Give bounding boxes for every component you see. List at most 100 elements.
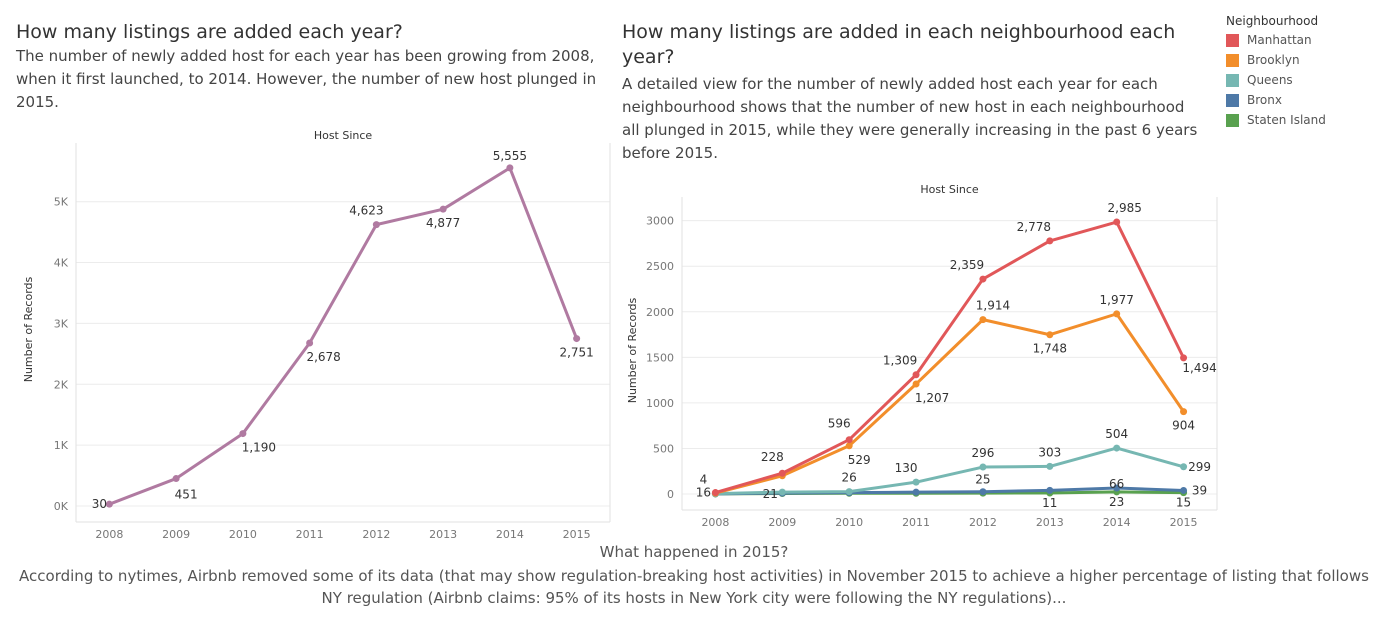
- x-tick-label: 2014: [1103, 516, 1131, 529]
- legend-label: Queens: [1247, 73, 1293, 87]
- data-point: [172, 475, 180, 483]
- y-axis-label: Number of Records: [626, 297, 639, 403]
- data-point: [845, 488, 853, 496]
- data-point: [778, 488, 786, 496]
- data-point: [573, 335, 581, 343]
- data-label: 451: [175, 488, 198, 502]
- x-tick-label: 2011: [296, 528, 324, 540]
- y-tick-label: 1000: [646, 397, 674, 410]
- x-tick-label: 2014: [496, 528, 524, 540]
- data-label: 1,494: [1182, 361, 1216, 375]
- data-label: 15: [1176, 496, 1191, 510]
- series-line: [715, 446, 1184, 496]
- x-tick-label: 2012: [969, 516, 997, 529]
- data-label: 2,678: [306, 350, 340, 364]
- data-label: 596: [828, 417, 851, 431]
- data-point: [979, 488, 987, 496]
- data-point: [506, 164, 514, 172]
- chart-title: Host Since: [314, 129, 373, 142]
- y-tick-label: 2K: [54, 378, 69, 391]
- legend-title: Neighbourhood: [1226, 14, 1319, 28]
- y-tick-label: 0K: [54, 500, 69, 513]
- data-label: 130: [895, 461, 918, 475]
- data-label: 2,751: [559, 346, 593, 360]
- legend-label: Manhattan: [1247, 33, 1312, 47]
- left-line-chart: Host Since 0K 1K 2K 3K 4K 5K 2008 2009 2010 2011 20…: [22, 129, 611, 540]
- series-line: [715, 220, 1185, 494]
- data-point: [979, 463, 987, 471]
- x-tick-label: 2010: [835, 516, 863, 529]
- series-line: [715, 312, 1185, 495]
- data-label: 2,985: [1108, 201, 1142, 215]
- data-label: 296: [971, 446, 994, 460]
- y-tick-label: 500: [653, 442, 674, 455]
- legend-item-staten-island[interactable]: Staten Island: [1226, 110, 1326, 130]
- data-label: 1,914: [976, 299, 1010, 313]
- data-point: [1046, 237, 1054, 245]
- x-tick-label: 2010: [229, 528, 257, 540]
- x-tick-label: 2011: [902, 516, 930, 529]
- data-label: 5,555: [493, 149, 527, 163]
- data-point: [1180, 408, 1188, 416]
- x-tick-label: 2013: [1036, 516, 1064, 529]
- data-label: 23: [1109, 495, 1124, 509]
- legend-item-queens[interactable]: Queens: [1226, 70, 1326, 90]
- data-label: 1,977: [1100, 293, 1134, 307]
- legend-item-manhattan[interactable]: Manhattan: [1226, 30, 1326, 50]
- legend-swatch: [1226, 53, 1239, 67]
- y-tick-label: 2500: [646, 260, 674, 273]
- legend-swatch: [1226, 73, 1239, 87]
- data-point: [239, 430, 247, 438]
- x-tick-label: 2009: [768, 516, 796, 529]
- data-label: 11: [1042, 496, 1057, 510]
- data-point: [1180, 354, 1188, 362]
- right-chart-description: A detailed view for the number of newly …: [622, 75, 1198, 162]
- data-point: [845, 442, 853, 450]
- data-label: 904: [1172, 419, 1195, 433]
- legend-item-bronx[interactable]: Bronx: [1226, 90, 1326, 110]
- data-point: [845, 436, 853, 444]
- data-point: [439, 205, 447, 213]
- legend-label: Staten Island: [1247, 113, 1326, 127]
- data-point: [979, 275, 987, 283]
- data-point: [372, 221, 380, 229]
- legend-label: Bronx: [1247, 93, 1282, 107]
- data-point: [912, 380, 920, 388]
- data-label: 529: [848, 453, 871, 467]
- series-line: [108, 166, 579, 506]
- data-label: 299: [1188, 460, 1211, 474]
- x-tick-label: 2015: [1170, 516, 1198, 529]
- legend-swatch: [1226, 33, 1239, 47]
- data-label: 303: [1038, 445, 1061, 459]
- data-label: 66: [1109, 477, 1124, 491]
- data-label: 2,778: [1017, 220, 1051, 234]
- data-label: 1,207: [915, 391, 949, 405]
- left-chart-title: How many listings are added each year?: [16, 21, 403, 43]
- neighbourhood-legend: Neighbourhood Manhattan Brooklyn Queens …: [1226, 14, 1326, 130]
- x-tick-label: 2008: [95, 528, 123, 540]
- y-tick-label: 1K: [54, 439, 69, 452]
- data-point: [1046, 462, 1054, 470]
- y-tick-label: 1500: [646, 351, 674, 364]
- data-point: [306, 339, 314, 347]
- data-label: 2,359: [950, 258, 984, 272]
- legend-item-brooklyn[interactable]: Brooklyn: [1226, 50, 1326, 70]
- y-tick-label: 0: [667, 488, 674, 501]
- data-point: [1046, 486, 1054, 494]
- y-tick-label: 3K: [54, 317, 69, 330]
- chart-title: Host Since: [920, 183, 979, 196]
- data-point: [912, 488, 920, 496]
- left-chart-description: The number of newly added host for each …: [16, 47, 597, 111]
- legend-swatch: [1226, 113, 1239, 127]
- x-tick-label: 2012: [362, 528, 390, 540]
- x-tick-label: 2015: [563, 528, 591, 540]
- data-point: [1113, 444, 1121, 452]
- data-point: [778, 469, 786, 477]
- data-label: 30: [92, 497, 107, 511]
- data-point: [1113, 484, 1121, 492]
- right-line-chart: Host Since 0 500 1000 1500 2000 2500 3000 2008 20…: [626, 183, 1218, 529]
- x-tick-label: 2009: [162, 528, 190, 540]
- data-label: 1,190: [242, 441, 276, 455]
- data-point: [979, 316, 987, 324]
- x-tick-label: 2008: [701, 516, 729, 529]
